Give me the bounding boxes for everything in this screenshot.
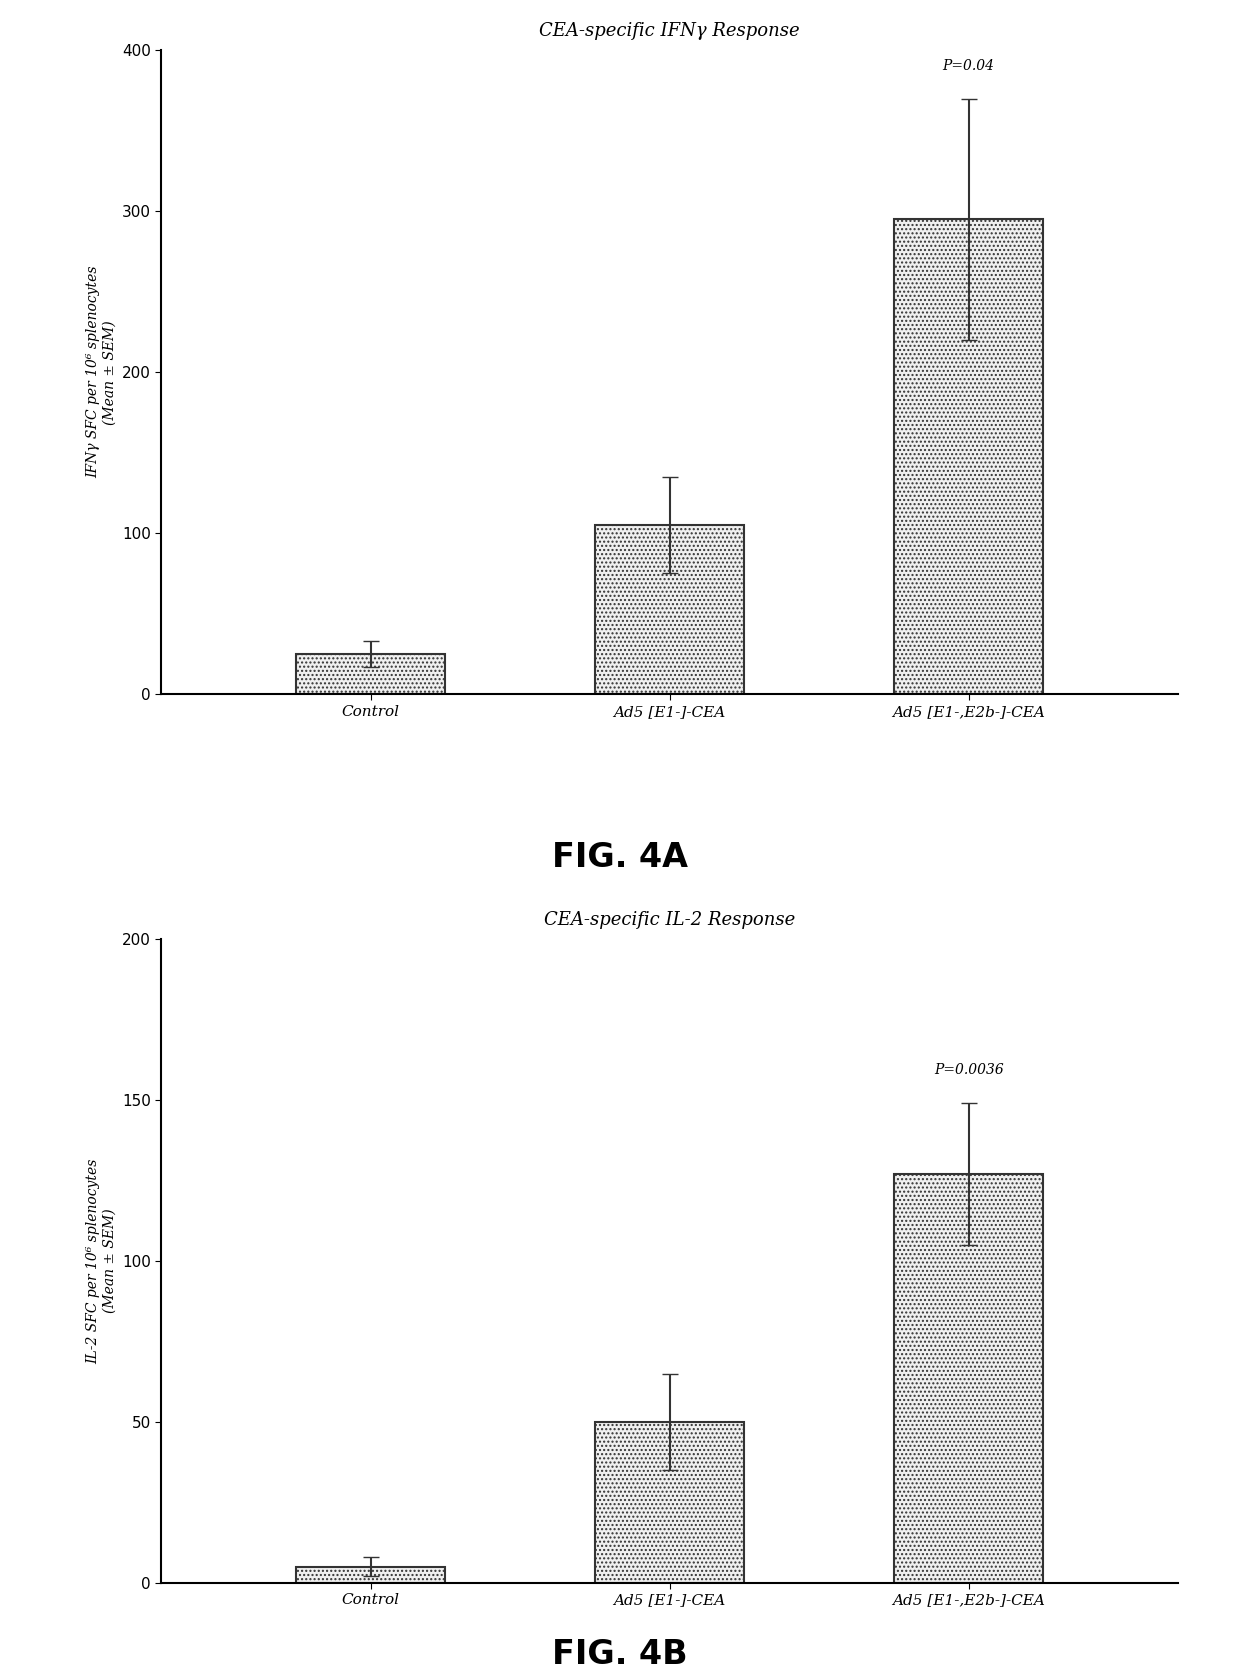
Bar xyxy=(296,1566,445,1583)
Bar xyxy=(296,653,445,693)
Bar xyxy=(595,526,744,693)
Text: FIG. 4B: FIG. 4B xyxy=(552,1638,688,1672)
Y-axis label: IFNγ SFC per 10⁶ splenocytes
(Mean ± SEM): IFNγ SFC per 10⁶ splenocytes (Mean ± SEM… xyxy=(86,266,117,479)
Title: CEA-specific IL-2 Response: CEA-specific IL-2 Response xyxy=(544,911,795,930)
Text: P=0.04: P=0.04 xyxy=(942,59,994,72)
Text: P=0.0036: P=0.0036 xyxy=(934,1064,1003,1077)
Title: CEA-specific IFNγ Response: CEA-specific IFNγ Response xyxy=(539,22,800,40)
Bar xyxy=(894,1174,1043,1583)
Y-axis label: IL-2 SFC per 10⁶ splenocytes
(Mean ± SEM): IL-2 SFC per 10⁶ splenocytes (Mean ± SEM… xyxy=(86,1157,117,1363)
Bar xyxy=(595,1422,744,1583)
Text: FIG. 4A: FIG. 4A xyxy=(552,841,688,874)
Bar xyxy=(894,219,1043,693)
